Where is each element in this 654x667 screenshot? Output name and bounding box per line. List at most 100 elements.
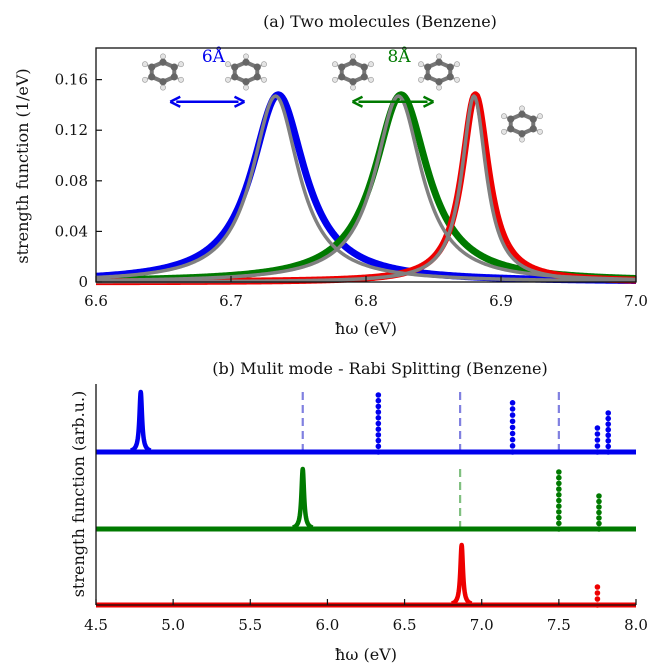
panel-b-x-label: ħω (eV) <box>335 645 397 664</box>
panel-b-dot-0-2 <box>594 425 601 431</box>
panel-b-dot-0-0 <box>375 437 382 444</box>
panel-b-dot-1-1 <box>596 509 602 516</box>
molecule-hydrogen <box>454 76 460 83</box>
molecule-hydrogen <box>418 61 424 68</box>
panel-b-dot-1-0 <box>556 520 562 527</box>
panel-b-dot-0-1 <box>509 424 516 431</box>
molecule-hydrogen <box>436 53 442 60</box>
panel-b-dot-1-1 <box>596 498 602 505</box>
panel-b-dot-0-3 <box>605 410 612 416</box>
molecule-carbon <box>338 63 346 71</box>
panel-b-dot-0-3 <box>605 443 612 450</box>
molecule-carbon <box>529 125 537 133</box>
molecule-hydrogen <box>243 53 249 60</box>
panel-b-dot-1-1 <box>596 520 602 527</box>
molecule-carbon <box>507 115 515 123</box>
panel-b-dot-1-0 <box>556 526 562 532</box>
panel-a-y-tick-label: 0.08 <box>55 172 88 190</box>
panel-a-arrowhead-right-1 <box>422 95 435 108</box>
panel-a-arrowhead-right-0 <box>233 95 246 108</box>
molecule-hydrogen <box>332 61 338 68</box>
panel-b-dot-0-2 <box>594 437 601 443</box>
panel-b-dot-0-2 <box>594 443 601 449</box>
molecule-pair-6a-right <box>225 53 267 91</box>
molecule-hydrogen <box>178 61 184 68</box>
molecule-carbon <box>253 63 261 71</box>
panel-b-x-tick-label: 7.5 <box>547 616 571 634</box>
molecule-hydrogen <box>225 76 231 83</box>
panel-b-dot-0-3 <box>605 449 612 455</box>
panel-b-dot-0-1 <box>509 430 516 437</box>
panel-a-x-tick-label: 6.7 <box>219 292 243 310</box>
molecule-carbon <box>231 73 239 81</box>
molecule-hydrogen <box>418 76 424 83</box>
panel-b-dot-0-0 <box>375 420 382 427</box>
panel-a-frame <box>95 47 637 283</box>
molecule-hydrogen <box>436 84 442 91</box>
panel-b-dot-0-1 <box>509 449 516 455</box>
panel-a-overlay-0 <box>95 94 637 283</box>
panel-a-x-tick-label: 6.8 <box>354 292 378 310</box>
molecule-carbon <box>231 63 239 71</box>
molecule-pair-8a-left <box>332 53 374 91</box>
molecule-hydrogen <box>243 84 249 91</box>
panel-a-annotation-label-0: 6Å <box>202 46 226 67</box>
panel-a-y-tick-label: 0.12 <box>55 121 88 139</box>
molecule-hydrogen <box>501 128 507 135</box>
molecule-carbon <box>446 63 454 71</box>
molecule-carbon <box>446 73 454 81</box>
molecule-single <box>501 105 543 143</box>
panel-b-dot-0-0 <box>375 426 382 433</box>
panel-b-dot-0-1 <box>509 412 516 418</box>
molecule-carbon <box>360 63 368 71</box>
molecule-hydrogen <box>178 76 184 83</box>
molecule-carbon <box>349 58 357 66</box>
molecule-carbon <box>435 58 443 66</box>
molecule-carbon <box>242 58 250 66</box>
molecule-hydrogen <box>350 84 356 91</box>
molecule-hydrogen <box>454 61 460 68</box>
panel-b-dot-1-0 <box>556 514 562 521</box>
panel-a-x-tick-label: 6.9 <box>489 292 513 310</box>
molecule-hydrogen <box>142 61 148 68</box>
molecule-hydrogen <box>261 61 267 68</box>
panel-b-title: (b) Mulit mode - Rabi Splitting (Benzene… <box>212 359 547 378</box>
panel-a: (a) Two molecules (Benzene) 6Å 8Å 6.6 6.7 6… <box>13 12 648 338</box>
molecule-carbon <box>424 63 432 71</box>
panel-b-dot-1-1 <box>596 526 602 532</box>
panel-a-x-tick-label: 6.6 <box>84 292 108 310</box>
panel-b-dot-0-0 <box>375 415 382 421</box>
molecule-hydrogen <box>519 105 525 112</box>
panel-b: (b) Mulit mode - Rabi Splitting (Benzene… <box>69 359 648 664</box>
molecule-hydrogen <box>537 128 543 135</box>
panel-b-dot-0-2 <box>594 449 601 455</box>
panel-b-dot-2-0 <box>594 590 601 596</box>
molecule-carbon <box>349 78 357 86</box>
molecule-carbon <box>159 58 167 66</box>
panel-b-peak-2-0 <box>449 542 474 606</box>
panel-b-dot-0-3 <box>605 438 612 444</box>
molecule-carbon <box>170 63 178 71</box>
panel-b-x-tick-label: 7.0 <box>470 616 494 634</box>
panel-b-dot-1-0 <box>556 469 562 475</box>
panel-b-x-tick-label: 5.0 <box>161 616 185 634</box>
panel-b-dot-0-3 <box>605 421 612 427</box>
panel-b-dot-0-3 <box>605 415 612 422</box>
molecule-pair-8a-right <box>418 53 460 91</box>
panel-a-arrowhead-left-1 <box>351 95 364 108</box>
panel-a-y-tick-label: 0 <box>78 273 88 291</box>
molecule-hydrogen <box>261 76 267 83</box>
panel-b-dot-0-3 <box>605 426 612 433</box>
molecule-hydrogen <box>501 113 507 120</box>
molecule-carbon <box>338 73 346 81</box>
panel-b-x-tick-label: 5.5 <box>238 616 262 634</box>
panel-a-x-label: ħω (eV) <box>335 319 397 338</box>
panel-b-dot-2-0 <box>594 584 601 590</box>
panel-b-y-label: strength function (arb.u.) <box>69 391 88 598</box>
panel-b-dot-1-0 <box>556 503 562 510</box>
panel-b-dot-0-1 <box>509 400 516 406</box>
molecule-carbon <box>148 73 156 81</box>
molecule-pair-6a-left <box>142 53 184 91</box>
panel-a-annotation-label-1: 8Å <box>387 46 411 67</box>
